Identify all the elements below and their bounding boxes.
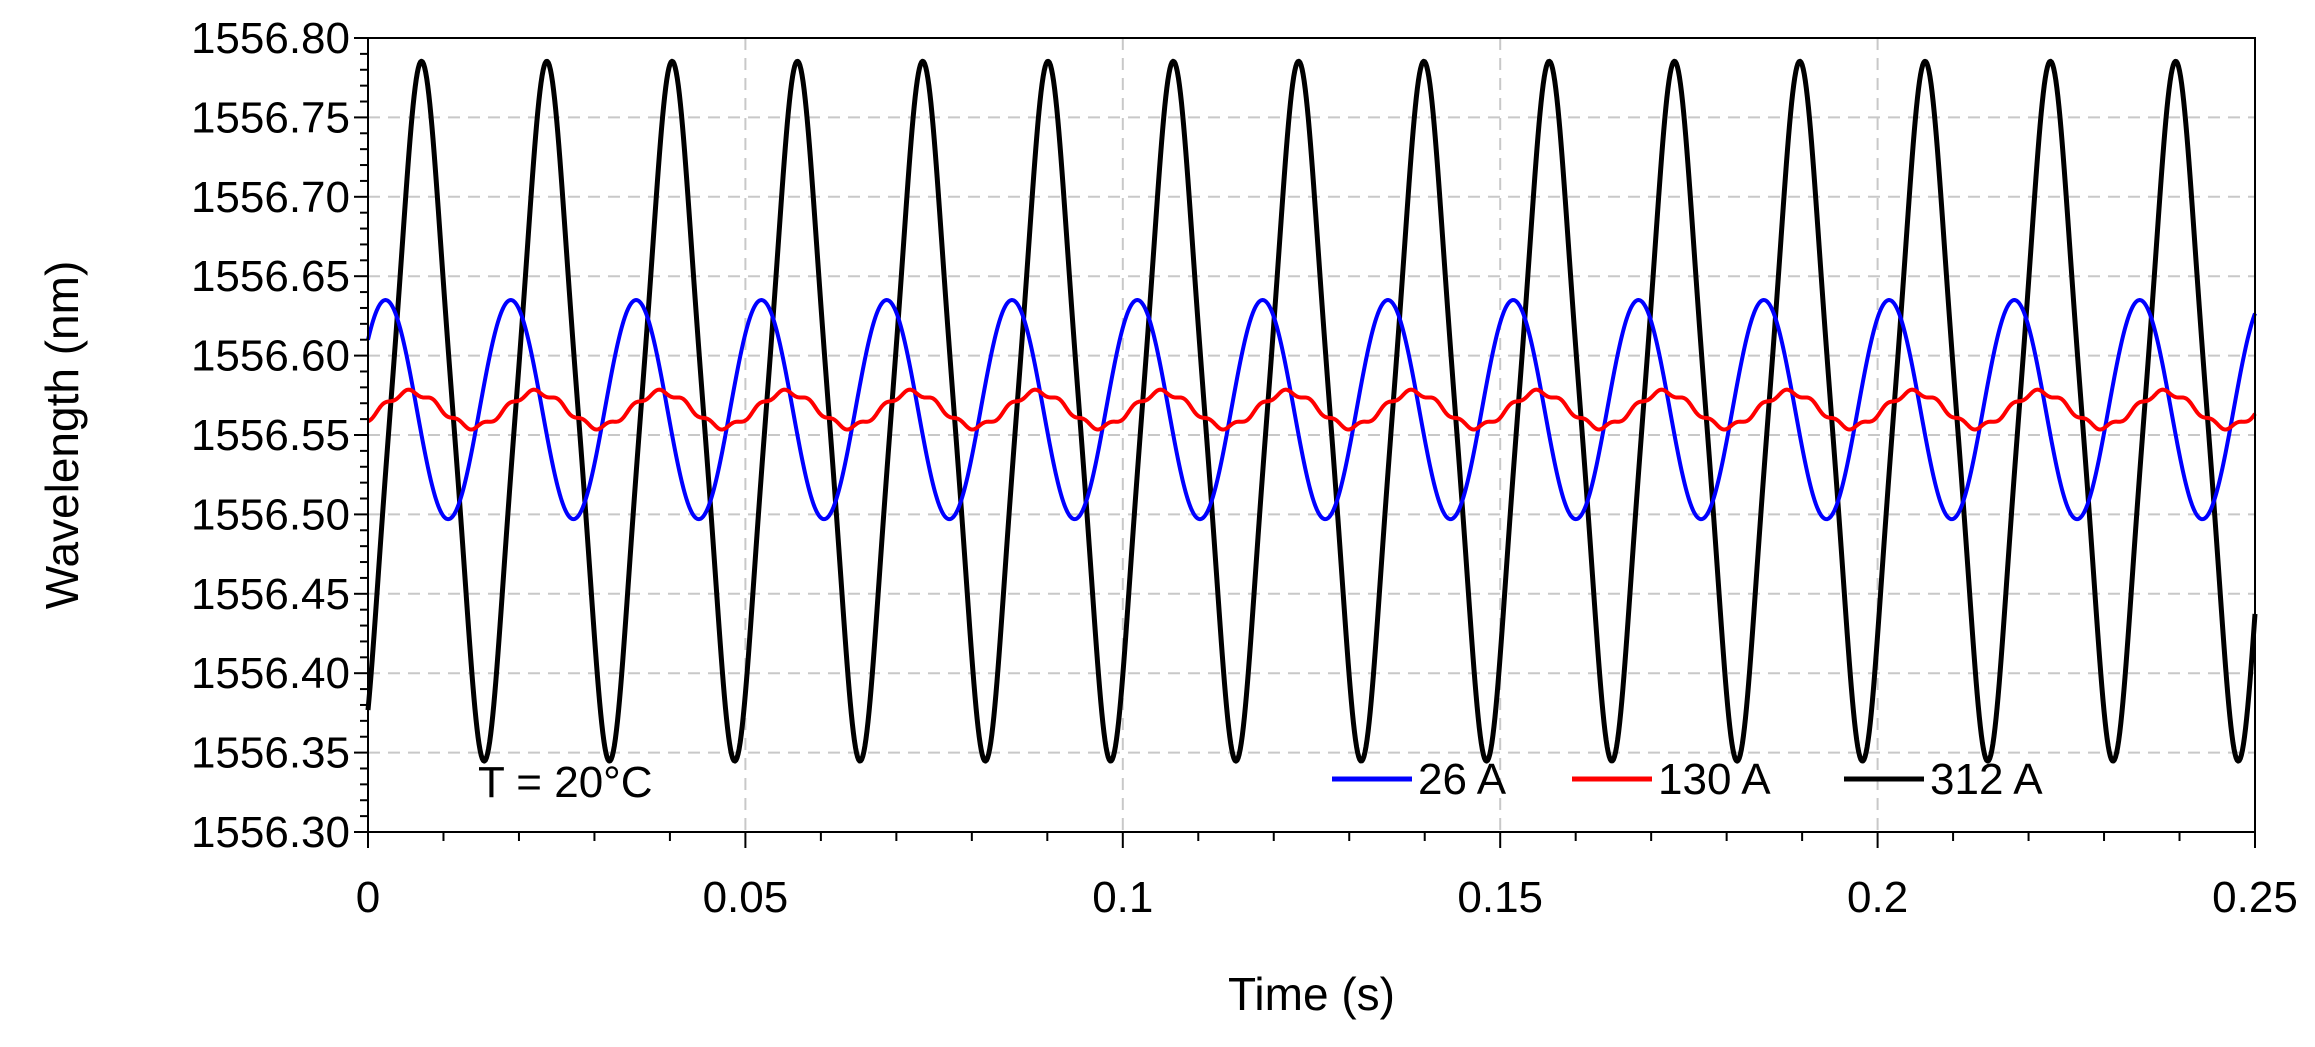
y-tick-label: 1556.45: [191, 570, 350, 619]
y-tick-label: 1556.55: [191, 411, 350, 460]
x-tick-label: 0.25: [2212, 873, 2298, 922]
y-tick-label: 1556.50: [191, 490, 350, 539]
y-tick-labels: 1556.30 1556.35 1556.40 1556.45 1556.50 1556.…: [191, 14, 350, 857]
tick-marks: [354, 37, 2256, 848]
series-line-26a: [366, 298, 2257, 522]
y-tick-label: 1556.80: [191, 14, 350, 63]
y-axis-title: Wavelength (nm): [36, 261, 88, 610]
x-tick-label: 0.15: [1457, 873, 1543, 922]
x-tick-label: 0: [356, 873, 380, 922]
temperature-annotation: T = 20°C: [478, 758, 653, 807]
y-tick-label: 1556.70: [191, 173, 350, 222]
y-tick-label: 1556.60: [191, 332, 350, 381]
series-group: [365, 58, 2258, 764]
x-axis-title: Time (s): [1228, 968, 1395, 1020]
y-tick-label: 1556.40: [191, 649, 350, 698]
y-tick-label: 1556.65: [191, 252, 350, 301]
x-tick-labels: 0 0.05 0.1 0.15 0.2 0.25: [356, 873, 2298, 922]
legend-label-312a: 312 A: [1930, 755, 2043, 804]
legend: 26 A 130 A 312 A: [1332, 755, 2043, 804]
x-tick-label: 0.1: [1092, 873, 1153, 922]
legend-label-130a: 130 A: [1658, 755, 1771, 804]
y-tick-label: 1556.30: [191, 808, 350, 857]
x-tick-label: 0.05: [703, 873, 789, 922]
x-tick-label: 0.2: [1847, 873, 1908, 922]
series-line-312a: [365, 58, 2258, 764]
y-tick-label: 1556.35: [191, 729, 350, 778]
legend-label-26a: 26 A: [1418, 755, 1507, 804]
y-tick-label: 1556.75: [191, 93, 350, 142]
series-line-130a: [367, 387, 2257, 432]
